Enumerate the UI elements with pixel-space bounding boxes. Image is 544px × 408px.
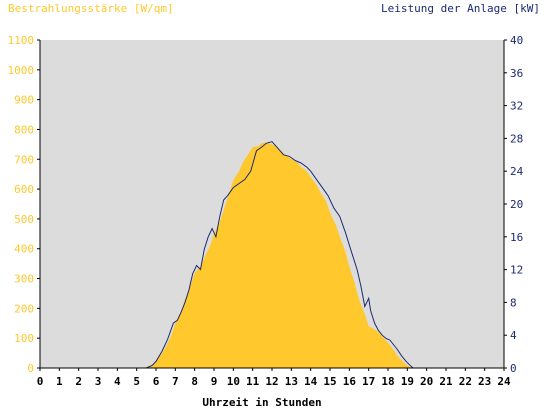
right-tick-label: 40	[510, 34, 523, 47]
left-axis-title: Bestrahlungsstärke [W/qm]	[8, 2, 174, 15]
x-tick-label: 9	[211, 375, 218, 388]
right-axis-ticks: 0 4 8 12 16 20 24 28 32 36 40	[504, 34, 524, 375]
x-tick-label: 20	[420, 375, 433, 388]
left-axis-ticks: 0 100 200 300 400 500 600 700 800 900 1000 1100	[8, 34, 40, 375]
x-tick-label: 22	[459, 375, 472, 388]
power-line	[40, 141, 504, 369]
x-tick-label: 11	[246, 375, 260, 388]
x-tick-label: 0	[37, 375, 44, 388]
irradiance-area-layer	[40, 142, 504, 368]
x-tick-label: 10	[227, 375, 240, 388]
left-tick-label: 600	[14, 183, 34, 196]
right-tick-label: 0	[510, 362, 517, 375]
right-tick-label: 12	[510, 264, 523, 277]
power-line-layer	[40, 141, 504, 369]
x-tick-label: 12	[265, 375, 278, 388]
x-axis-ticks: 0 1 2 3 4 5 6 7 8 9 10 11 12 13 14 15 16 17 18 19 20 21 22 23 24	[37, 368, 511, 388]
left-tick-label: 1100	[8, 34, 35, 47]
right-tick-label: 8	[510, 296, 517, 309]
left-tick-label: 300	[14, 273, 34, 286]
x-tick-label: 4	[114, 375, 121, 388]
x-tick-label: 2	[75, 375, 82, 388]
right-tick-label: 16	[510, 231, 523, 244]
right-axis-title: Leistung der Anlage [kW]	[381, 2, 540, 15]
x-tick-label: 19	[401, 375, 414, 388]
x-tick-label: 23	[478, 375, 491, 388]
x-axis-title: Uhrzeit in Stunden	[202, 396, 321, 408]
left-tick-label: 200	[14, 302, 34, 315]
x-tick-label: 14	[304, 375, 318, 388]
x-tick-label: 1	[56, 375, 63, 388]
right-tick-label: 32	[510, 100, 523, 113]
left-tick-label: 500	[14, 213, 34, 226]
x-tick-label: 5	[133, 375, 140, 388]
x-tick-label: 6	[153, 375, 160, 388]
right-tick-label: 20	[510, 198, 523, 211]
left-tick-label: 900	[14, 94, 34, 107]
x-tick-label: 15	[323, 375, 336, 388]
irradiance-area	[40, 142, 504, 368]
x-tick-label: 18	[381, 375, 394, 388]
right-tick-label: 36	[510, 67, 523, 80]
x-tick-label: 24	[497, 375, 511, 388]
right-tick-label: 4	[510, 329, 517, 342]
x-tick-label: 16	[343, 375, 357, 388]
left-tick-label: 700	[14, 153, 34, 166]
x-tick-label: 13	[285, 375, 298, 388]
x-tick-label: 21	[439, 375, 453, 388]
x-tick-label: 7	[172, 375, 179, 388]
x-tick-label: 8	[191, 375, 198, 388]
left-tick-label: 0	[27, 362, 34, 375]
left-tick-label: 100	[14, 332, 34, 345]
x-tick-label: 17	[362, 375, 375, 388]
x-tick-label: 3	[95, 375, 102, 388]
left-tick-label: 400	[14, 243, 34, 256]
left-tick-label: 1000	[8, 64, 35, 77]
right-tick-label: 28	[510, 132, 523, 145]
left-tick-label: 800	[14, 123, 34, 136]
right-tick-label: 24	[510, 165, 524, 178]
